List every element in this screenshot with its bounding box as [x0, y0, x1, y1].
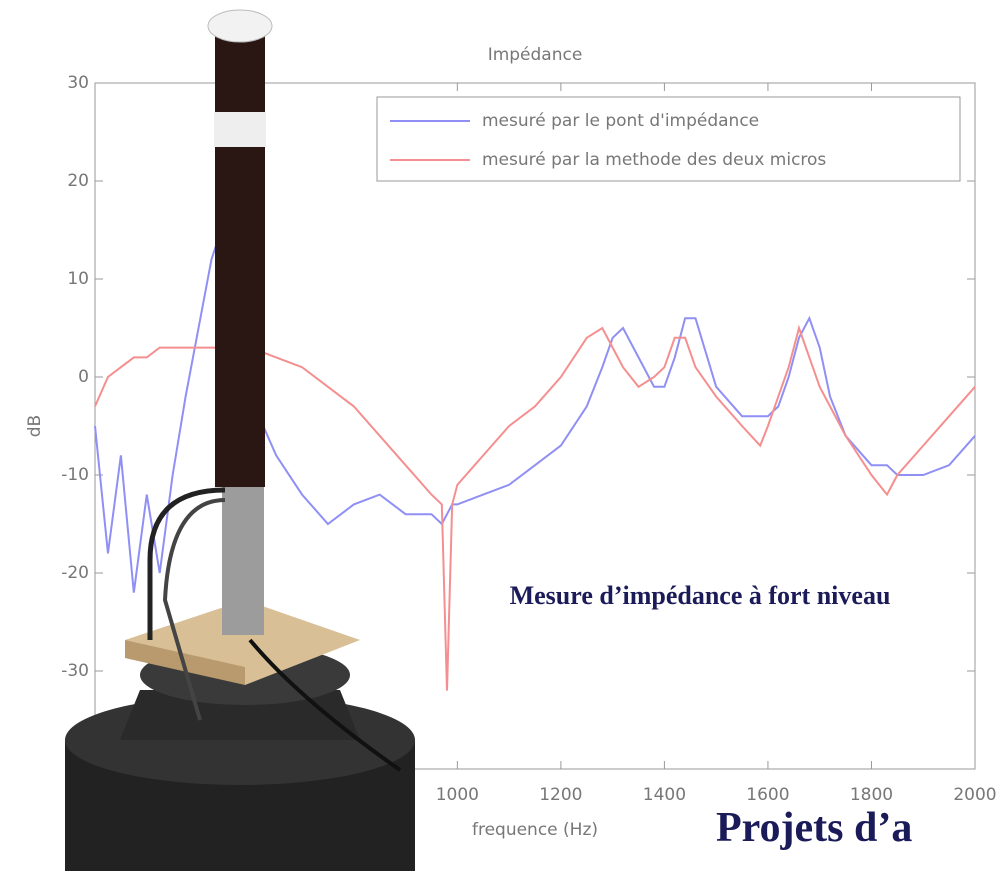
- annotation: Mesure d’impédance à fort niveau: [509, 581, 891, 610]
- y-tick-label: -30: [61, 661, 89, 681]
- x-tick-label: 1000: [436, 785, 479, 805]
- y-tick-label: 10: [67, 269, 89, 289]
- plot: -30 -20 -10 0 10 20 30 1000 1200 1400 1600 1800 2000: [61, 73, 996, 805]
- x-tick-label: 1200: [539, 785, 582, 805]
- legend-items: mesuré par le pont d'impédance mesuré par…: [390, 111, 826, 170]
- photo: [65, 9, 415, 871]
- x-tick-label: 1600: [746, 785, 789, 805]
- y-tick-label: 30: [67, 73, 89, 93]
- x-axis-label: frequence (Hz): [472, 820, 598, 840]
- chart-title: Impédance: [488, 45, 583, 65]
- series-line: [94, 324, 976, 691]
- legend-label: mesuré par la methode des deux micros: [482, 150, 826, 170]
- x-tick-label: 1400: [643, 785, 686, 805]
- legend: [376, 96, 961, 182]
- x-tick-label: 1800: [850, 785, 893, 805]
- y-tick-label: 20: [67, 171, 89, 191]
- y-tick-label: -20: [61, 563, 89, 583]
- y-tick-label: 0: [78, 367, 89, 387]
- x-tick-label: 2000: [953, 785, 996, 805]
- series-line: [94, 219, 976, 593]
- y-tick-label: -10: [61, 465, 89, 485]
- y-axis-label: dB: [25, 415, 45, 437]
- legend-label: mesuré par le pont d'impédance: [482, 111, 759, 131]
- slide-title: Projets d’a: [716, 805, 913, 851]
